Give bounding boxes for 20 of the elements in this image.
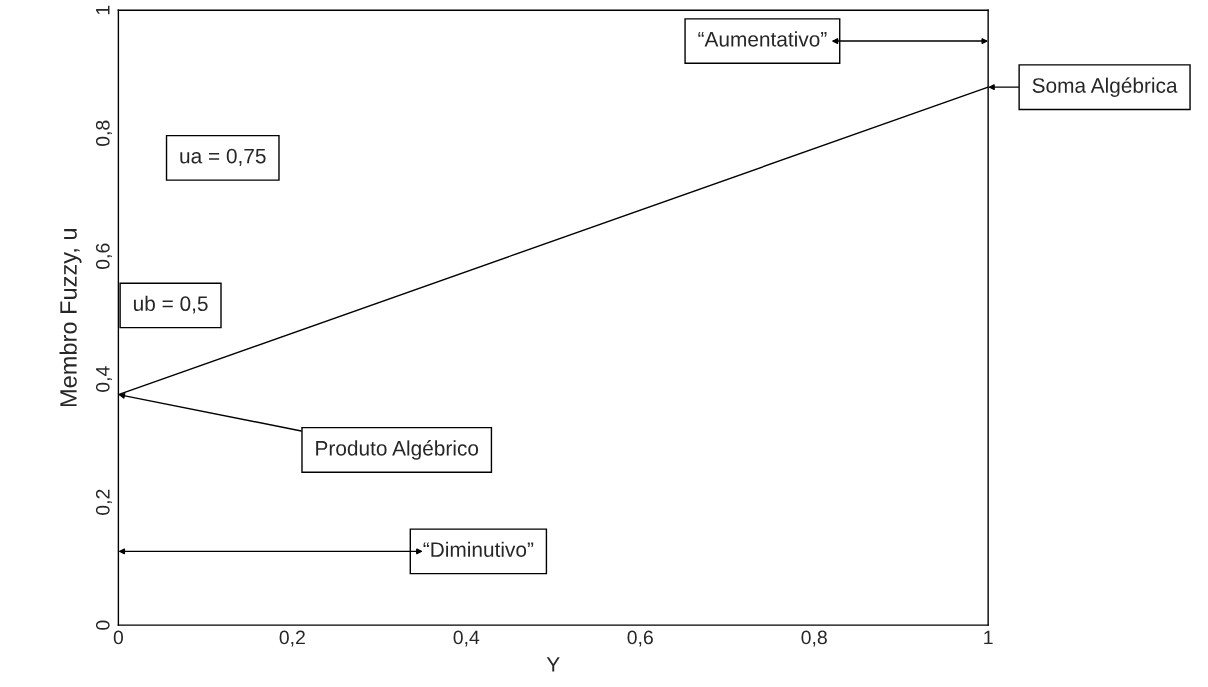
x-tick-label: 0,6 (627, 630, 653, 647)
y-tick-label: 0,4 (95, 366, 112, 392)
annotation: Soma Algébrica (1032, 77, 1178, 97)
annotation: “Aumentativo” (698, 31, 827, 47)
y-tick-label: 0 (95, 620, 110, 630)
x-tick-label: 0,4 (453, 630, 480, 647)
x-tick-label: 0,8 (801, 630, 827, 647)
y-tick-label: 1 (96, 5, 110, 15)
x-tick-label: 0,2 (279, 630, 305, 647)
y-tick-label: 0,8 (95, 120, 112, 147)
x-tick-label: 0 (113, 630, 124, 645)
annotation: “Diminutivo” (423, 541, 534, 557)
annotation: ub = 0,5 (133, 295, 208, 314)
annotation: ua = 0,75 (180, 148, 266, 166)
y-tick-label: 0,6 (95, 243, 112, 270)
y-axis-title: Membro Fuzzy, u (59, 228, 82, 407)
x-axis-title: Y (546, 657, 560, 672)
x-tick-label: 1 (984, 630, 993, 645)
y-tick-label: 0,2 (95, 489, 112, 515)
annotation: Produto Algébrico (316, 440, 479, 460)
